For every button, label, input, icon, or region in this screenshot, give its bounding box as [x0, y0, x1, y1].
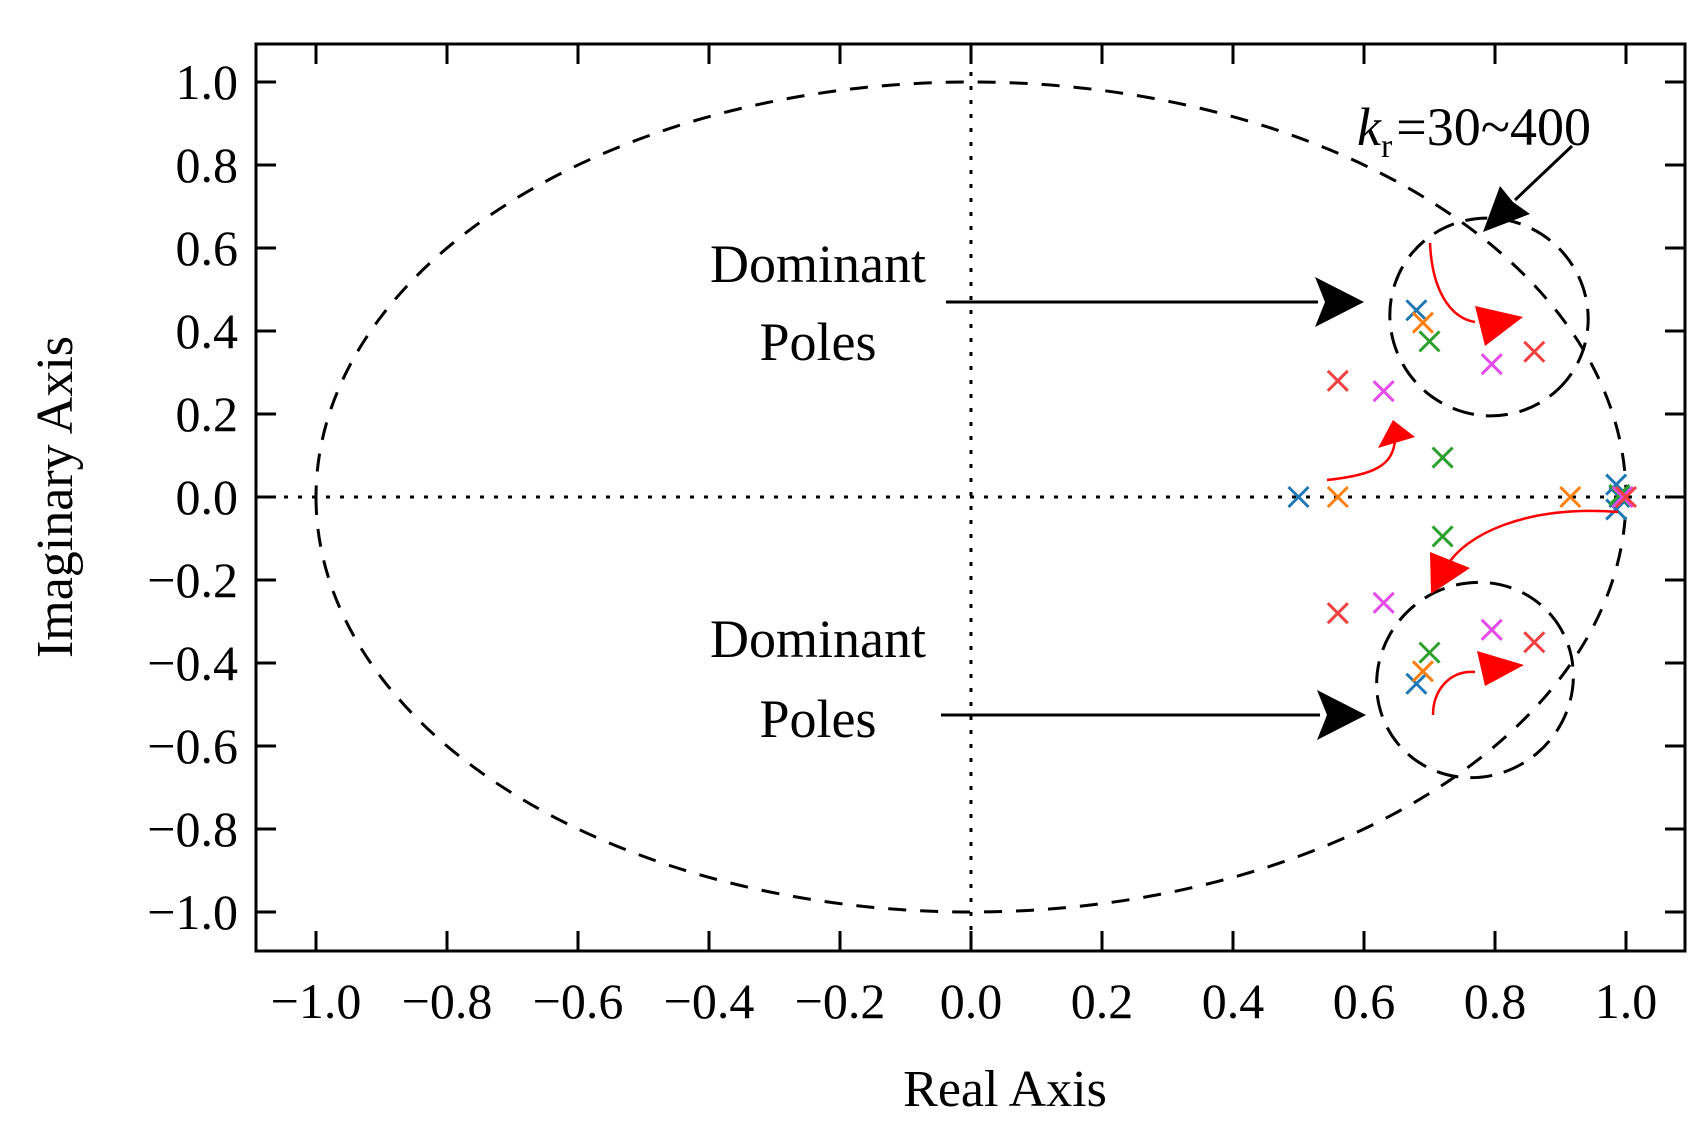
- pole-marker-s1-p0: [1326, 485, 1349, 509]
- pole-marker-stroke: [1418, 330, 1441, 353]
- x-tick-label: −1.0: [271, 973, 362, 1029]
- red-arrow-middle-lower: [1445, 509, 1619, 567]
- gain-range-label: kr=30~400: [1357, 97, 1591, 165]
- plot-area: Dominant Poles Dominant Poles kr=30~400: [256, 44, 1685, 951]
- pole-marker-stroke: [1605, 498, 1628, 521]
- pole-marker-stroke: [1605, 473, 1628, 496]
- pole-marker-stroke: [1287, 485, 1310, 509]
- annotations: Dominant Poles Dominant Poles kr=30~400: [710, 97, 1591, 749]
- x-tick-label: 0.0: [940, 973, 1003, 1029]
- y-tick-label: −0.2: [147, 552, 238, 608]
- pole-marker-s3-p1: [1372, 591, 1395, 614]
- pole-marker-stroke: [1480, 618, 1503, 641]
- x-tick-label: −0.4: [664, 973, 755, 1029]
- arrow-dominant-lower-head: [1317, 690, 1366, 740]
- pole-marker-stroke: [1431, 446, 1454, 469]
- pole-marker-stroke: [1418, 641, 1441, 664]
- pole-marker-s0-p0: [1287, 485, 1310, 509]
- red-arrowhead-middle-lower: [1430, 552, 1470, 594]
- y-tick-label: 1.0: [176, 54, 239, 110]
- gain-subscript: r: [1381, 128, 1393, 165]
- gain-range: =30~400: [1396, 97, 1591, 157]
- y-axis-ticks: −1.0 −0.8 −0.6 −0.4 −0.2 0.0 0.2 0.4 0.6 0.8 1.0: [147, 54, 1685, 940]
- pole-marker-stroke: [1523, 631, 1546, 654]
- y-tick-label: 0.8: [176, 137, 239, 193]
- x-tick-label: −0.6: [533, 973, 624, 1029]
- pole-marker-s2-p0: [1418, 330, 1441, 353]
- dominant-poles-lower-ellipse: [1375, 580, 1575, 780]
- y-tick-label: −1.0: [147, 884, 238, 940]
- pole-marker-stroke: [1611, 485, 1634, 509]
- pole-marker-stroke: [1480, 353, 1503, 376]
- dominant-lower-line2: Poles: [759, 689, 876, 749]
- y-tick-label: 0.6: [176, 220, 239, 276]
- pole-marker-s2-p3: [1431, 525, 1454, 548]
- y-tick-label: 0.2: [176, 386, 239, 442]
- x-axis-ticks: −1.0 −0.8 −0.6 −0.4 −0.2 0.0 0.2 0.4 0.6 0.8 1.0: [271, 44, 1658, 1029]
- y-tick-label: −0.4: [147, 635, 238, 691]
- x-tick-label: 0.8: [1464, 973, 1527, 1029]
- pole-marker-s3-p0: [1372, 380, 1395, 403]
- dominant-lower-line1: Dominant: [710, 609, 926, 669]
- pole-marker-s2-p1: [1418, 641, 1441, 664]
- arrow-gain-shaft: [1513, 144, 1574, 202]
- pole-marker-stroke: [1431, 525, 1454, 548]
- dominant-poles-upper-ellipse: [1388, 216, 1590, 418]
- y-axis-label: Imaginary Axis: [27, 336, 84, 658]
- pole-marker-s1-p1: [1411, 311, 1435, 334]
- pole-marker-s1-p2: [1411, 660, 1435, 683]
- pole-marker-stroke: [1326, 602, 1349, 625]
- pole-marker-s4-p1: [1326, 602, 1349, 625]
- red-arrowhead-lower: [1477, 651, 1524, 686]
- pole-marker-stroke: [1614, 485, 1638, 509]
- black-annotation-arrows: [941, 144, 1574, 740]
- pole-marker-s3-p2: [1480, 353, 1503, 376]
- x-tick-label: −0.8: [402, 973, 493, 1029]
- pole-markers: [1287, 299, 1638, 695]
- pole-marker-stroke: [1372, 380, 1395, 403]
- pole-marker-s4-p3: [1523, 631, 1546, 654]
- gain-symbol: k: [1357, 97, 1382, 157]
- pole-marker-stroke: [1411, 660, 1435, 683]
- arrow-gain-head: [1483, 186, 1530, 232]
- pole-marker-stroke: [1326, 369, 1349, 392]
- x-tick-label: 0.4: [1202, 973, 1265, 1029]
- y-tick-label: 0.4: [176, 303, 239, 359]
- y-tick-label: −0.6: [147, 718, 238, 774]
- pole-marker-stroke: [1326, 485, 1349, 509]
- pole-marker-stroke: [1405, 672, 1428, 695]
- red-arrowhead-middle-upper: [1378, 420, 1415, 448]
- pole-marker-s3-p4: [1611, 485, 1634, 509]
- red-arrow-upper: [1428, 242, 1476, 324]
- y-tick-label: 0.0: [176, 469, 239, 525]
- reference-lines: [256, 44, 1685, 951]
- red-arrowhead-upper: [1475, 306, 1523, 346]
- pole-marker-stroke: [1559, 485, 1582, 509]
- red-arrow-middle-upper: [1326, 439, 1397, 482]
- red-trajectory-arrows: [1326, 242, 1619, 716]
- pole-marker-stroke: [1405, 299, 1428, 322]
- pole-marker-s2-p2: [1431, 446, 1454, 469]
- pole-marker-s0-p1: [1405, 299, 1428, 322]
- pole-marker-s3-p3: [1480, 618, 1503, 641]
- dominant-upper-line1: Dominant: [710, 234, 926, 294]
- pole-marker-stroke: [1411, 311, 1435, 334]
- arrow-dominant-upper-head: [1315, 277, 1364, 327]
- pole-marker-stroke: [1523, 340, 1546, 363]
- x-tick-label: −0.2: [795, 973, 886, 1029]
- red-arrow-lower: [1431, 670, 1476, 716]
- pole-marker-stroke: [1372, 591, 1395, 614]
- y-tick-label: −0.8: [147, 801, 238, 857]
- x-tick-label: 0.2: [1071, 973, 1134, 1029]
- x-tick-label: 0.6: [1333, 973, 1396, 1029]
- pole-marker-s1-p3: [1559, 485, 1582, 509]
- pole-marker-s4-p0: [1326, 369, 1349, 392]
- dominant-upper-line2: Poles: [759, 312, 876, 372]
- x-tick-label: 1.0: [1595, 973, 1658, 1029]
- pole-marker-s0-p2: [1405, 672, 1428, 695]
- pole-marker-s4-p2: [1523, 340, 1546, 363]
- x-axis-label: Real Axis: [903, 1061, 1107, 1118]
- pole-marker-s4-p4: [1614, 485, 1638, 509]
